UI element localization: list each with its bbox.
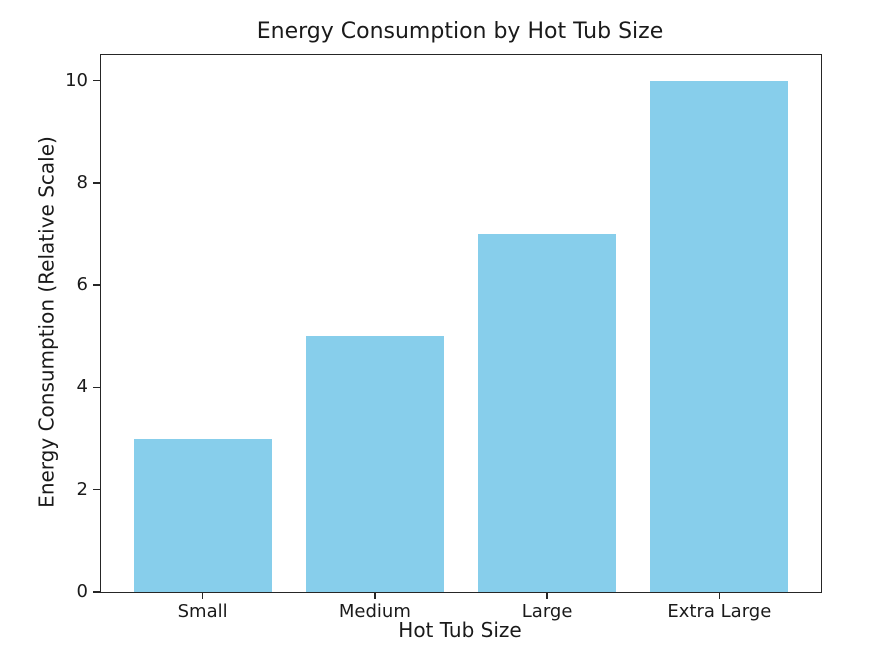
x-tick-label-small: Small <box>177 601 228 622</box>
bar-large <box>478 234 617 592</box>
x-tick-label-medium: Medium <box>338 601 411 622</box>
y-tick-label-0: 0 <box>76 581 88 602</box>
y-tick-label-6: 6 <box>76 274 88 296</box>
y-tick-mark-10 <box>92 79 100 82</box>
y-tick-label-8: 8 <box>76 171 88 193</box>
y-tick-mark-2 <box>92 488 100 491</box>
plot-area: 0 2 4 6 8 10 Small Medium Large Extra Large <box>65 54 822 622</box>
y-tick-mark-6 <box>92 284 100 286</box>
x-tick-mark-large <box>546 592 548 599</box>
y-tick-label-4: 4 <box>76 376 88 398</box>
x-tick-label-extra-large: Extra Large <box>667 601 772 622</box>
y-tick-mark-4 <box>92 386 100 389</box>
bar-extra-large <box>650 80 789 592</box>
y-tick-label-10: 10 <box>65 69 88 91</box>
y-tick-mark-8 <box>92 182 100 184</box>
x-tick-mark-extra-large <box>718 592 721 599</box>
x-tick-mark-small <box>201 592 204 599</box>
y-tick-mark-0 <box>92 591 100 593</box>
y-tick-label-2: 2 <box>76 478 88 500</box>
x-tick-mark-medium <box>374 592 376 599</box>
chart-title: Energy Consumption by Hot Tub Size <box>256 19 664 44</box>
x-tick-label-large: Large <box>521 601 573 622</box>
bar-medium <box>305 336 444 592</box>
bar-small <box>133 438 272 592</box>
y-axis-label-text: Energy Consumption (Relative Scale) <box>34 136 59 508</box>
x-axis-label: Hot Tub Size <box>398 618 522 642</box>
